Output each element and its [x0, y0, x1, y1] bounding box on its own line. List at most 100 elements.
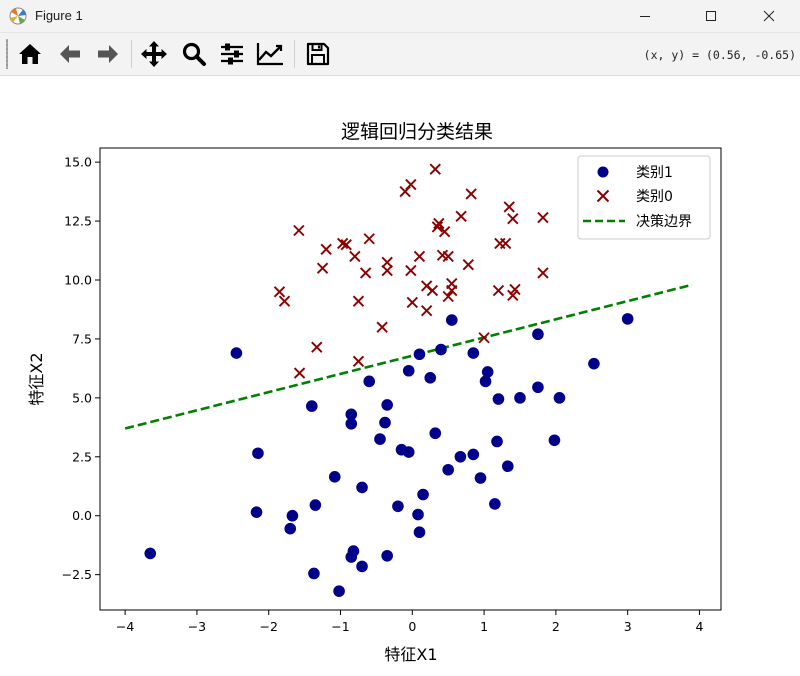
edit-axis-button[interactable] [254, 38, 286, 70]
class1-point [345, 408, 358, 421]
class0-point [406, 296, 418, 309]
x-tick-label: −1 [331, 619, 349, 634]
toolbar-separator [294, 40, 295, 68]
maximize-button[interactable] [688, 0, 734, 32]
zoom-icon [182, 42, 206, 66]
pan-button[interactable] [138, 38, 170, 70]
class0-point [431, 221, 444, 233]
class1-point [305, 400, 318, 412]
class0-point [429, 163, 441, 175]
y-axis-label: 特征X2 [27, 352, 46, 405]
class0-point [320, 243, 332, 256]
configure-subplots-button[interactable] [216, 38, 248, 70]
x-tick-label: −4 [116, 619, 134, 634]
y-tick-label: −2.5 [62, 567, 92, 582]
save-button[interactable] [302, 38, 334, 70]
class1-point [467, 448, 480, 461]
class1-point [144, 547, 157, 560]
class0-point [442, 290, 454, 303]
navigation-toolbar [0, 33, 800, 76]
class0-point [503, 201, 515, 213]
configure-subplots-icon [221, 43, 243, 65]
class0-point [509, 283, 521, 296]
class0-point [455, 210, 467, 223]
class0-point [426, 284, 439, 297]
class0-point [537, 211, 549, 224]
class0-point [507, 289, 519, 301]
toolbar-separator [131, 40, 132, 68]
y-axis-ticks: −2.5 0.0 2.5 5.0 7.5 10.0 12.5 15.0 [62, 155, 100, 582]
y-tick-label: 15.0 [64, 155, 92, 170]
class1-point [230, 347, 243, 359]
class1-point [548, 434, 561, 447]
class1-point [491, 435, 503, 448]
x-tick-label: 2 [552, 619, 560, 634]
class0-point [438, 226, 451, 238]
x-tick-label: 0 [408, 619, 416, 634]
home-icon [19, 44, 41, 64]
class1-point [492, 393, 505, 405]
class0-point [413, 250, 426, 263]
class0-point [273, 286, 286, 298]
class0-point [507, 213, 519, 225]
class0-point [537, 267, 549, 279]
y-tick-label: 12.5 [64, 214, 92, 229]
class1-point [553, 392, 566, 404]
chart-title: 逻辑回归分类结果 [341, 121, 493, 143]
window-title: Figure 1 [35, 8, 83, 23]
forward-arrow-icon [98, 45, 118, 63]
class0-point [420, 304, 433, 317]
y-tick-label: 0.0 [72, 508, 92, 523]
class0-point [478, 332, 490, 344]
decision-boundary-layer [124, 283, 693, 430]
x-tick-label: 1 [480, 619, 488, 634]
class1-point [413, 526, 426, 539]
x-axis-label: 特征X1 [384, 645, 437, 664]
class0-point [499, 237, 512, 250]
legend-label-class0: 类别0 [636, 189, 673, 205]
back-button[interactable] [54, 38, 86, 70]
class1-point [489, 498, 501, 510]
class0-point [381, 256, 393, 268]
class1-point [381, 549, 393, 562]
class0-point [465, 188, 477, 200]
class1-point [392, 500, 404, 513]
legend-label-boundary: 决策边界 [636, 213, 692, 230]
class1-point [481, 366, 494, 378]
class0-point [492, 284, 505, 297]
figure-canvas[interactable]: 逻辑回归分类结果 −4 −3 −2 −1 0 1 2 3 4 −2.5 0.0 2.5 5.0 7.5 1… [0, 76, 800, 676]
home-button[interactable] [14, 38, 46, 70]
class1-point [308, 567, 320, 580]
zoom-button[interactable] [178, 38, 210, 70]
class1-point [454, 450, 467, 463]
x-axis-ticks: −4 −3 −2 −1 0 1 2 3 4 [116, 610, 703, 634]
class1-point [356, 481, 368, 494]
legend-marker-class0 [596, 189, 610, 203]
class0-point [278, 295, 291, 307]
decision-boundary-line [124, 283, 693, 430]
close-button[interactable] [746, 0, 792, 32]
class1-point [435, 343, 447, 356]
forward-button[interactable] [92, 38, 124, 70]
class1-point [252, 447, 264, 460]
class0-point [442, 250, 454, 263]
class0-point [352, 295, 365, 307]
class0-point [359, 267, 372, 279]
class1-point [345, 551, 358, 563]
legend-label-class1: 类别1 [636, 165, 673, 181]
class1-point [402, 446, 415, 458]
class0-point [311, 341, 323, 353]
class1-point [363, 375, 376, 388]
x-tick-label: −3 [188, 619, 206, 634]
class1-point [356, 560, 368, 573]
class0-point [340, 238, 352, 251]
class0-point [363, 233, 375, 245]
class1-point [445, 314, 458, 326]
class1-point [417, 488, 429, 501]
x-tick-label: 4 [695, 619, 703, 634]
minimize-button[interactable] [622, 0, 668, 32]
class1-point [379, 416, 391, 429]
y-tick-label: 5.0 [72, 390, 92, 405]
class1-point [467, 347, 480, 359]
toolbar-grip[interactable] [6, 39, 8, 69]
